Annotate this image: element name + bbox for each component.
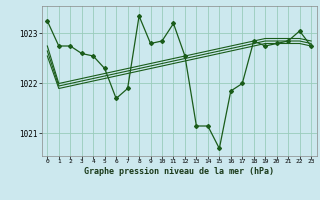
X-axis label: Graphe pression niveau de la mer (hPa): Graphe pression niveau de la mer (hPa) <box>84 167 274 176</box>
